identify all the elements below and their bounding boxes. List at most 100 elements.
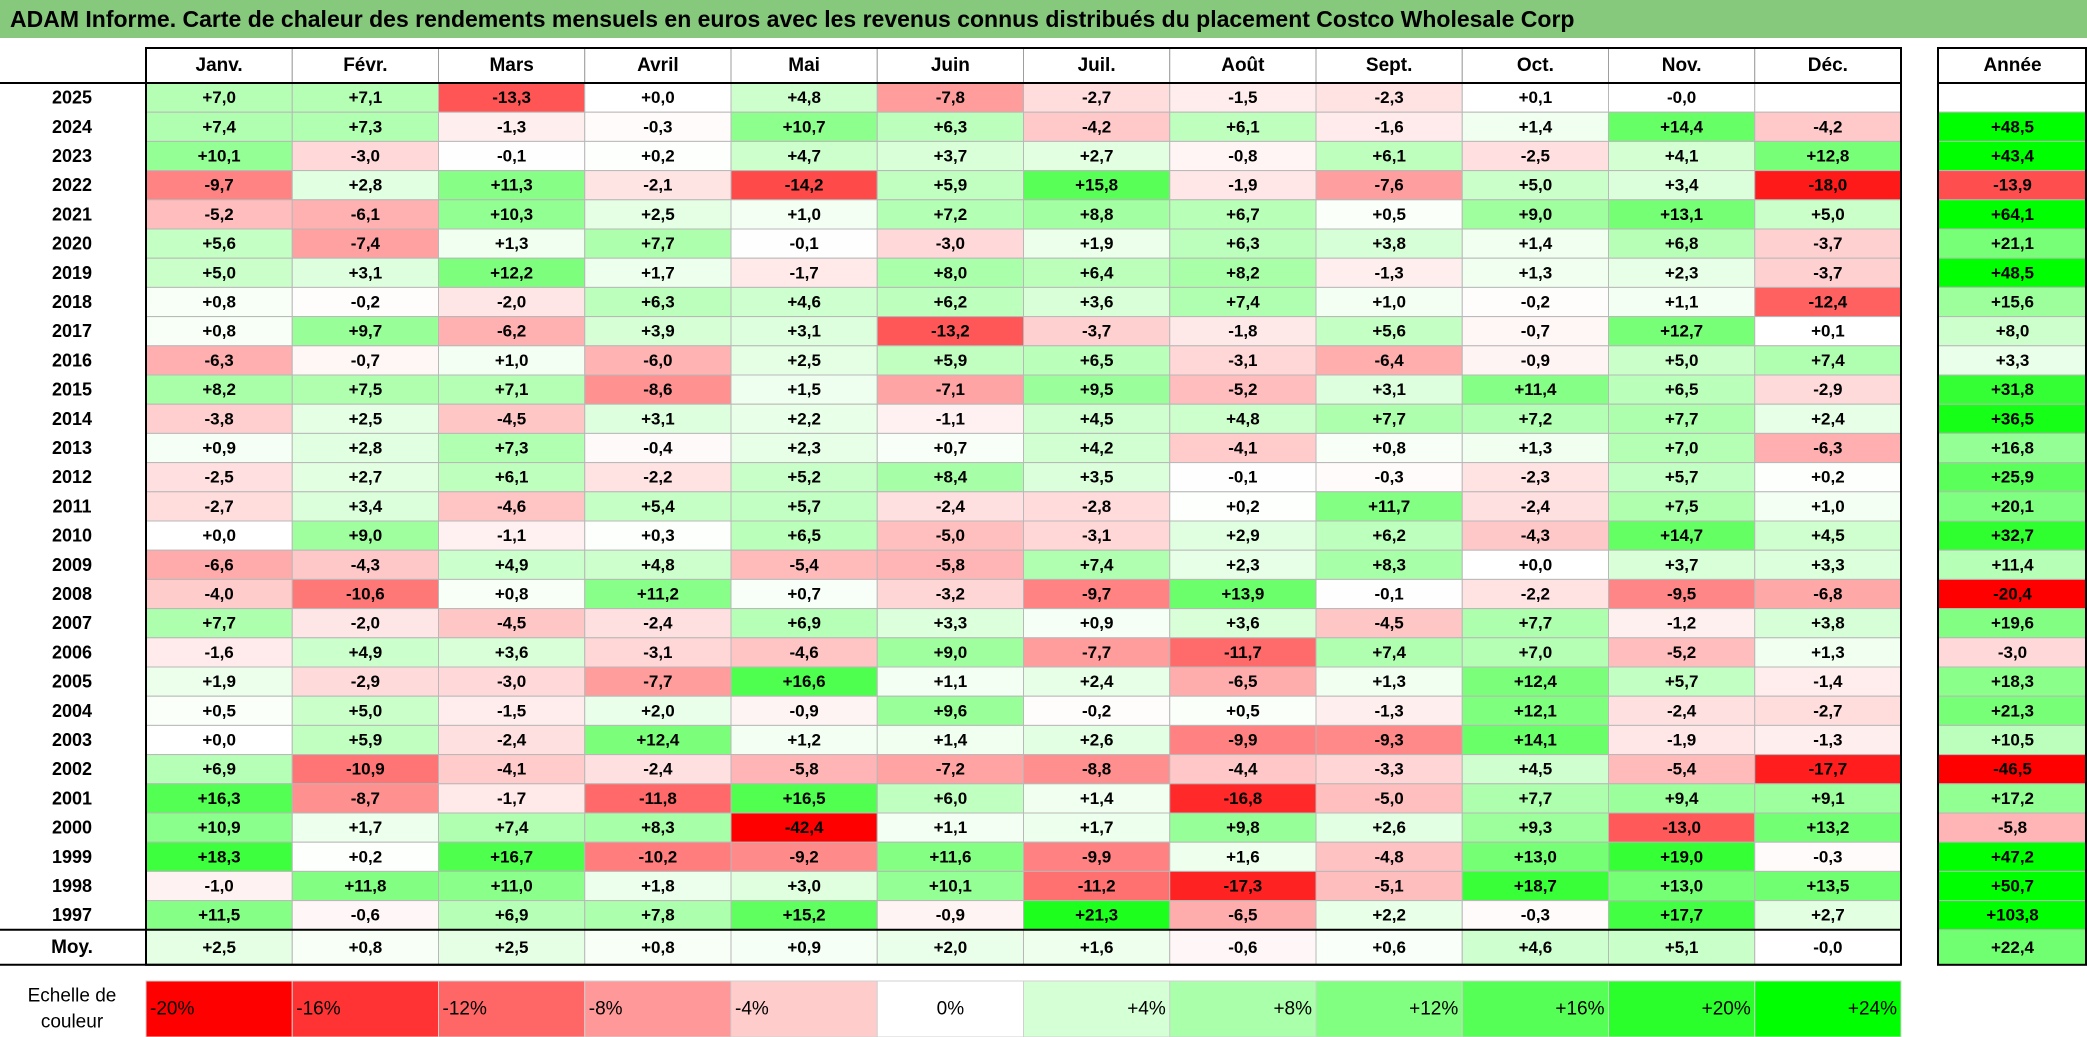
heatmap-cell bbox=[584, 666, 732, 697]
heatmap-cell-value: +4,8 bbox=[641, 555, 675, 574]
heatmap-cell-value: -0,1 bbox=[1374, 585, 1403, 604]
heatmap-cell bbox=[730, 286, 878, 318]
heatmap-cell bbox=[1023, 695, 1171, 726]
heatmap-cell bbox=[584, 374, 732, 405]
heatmap-cell bbox=[291, 578, 439, 610]
heatmap-cell bbox=[1461, 812, 1609, 843]
heatmap-cell-value: +1,8 bbox=[641, 877, 675, 896]
heatmap-cell-value: +4,5 bbox=[1811, 526, 1845, 545]
year-label: 2007 bbox=[52, 613, 92, 633]
annual-cell-value: +47,2 bbox=[1991, 847, 2034, 866]
annual-cell bbox=[1937, 286, 2087, 318]
heatmap-cell bbox=[584, 82, 732, 113]
heatmap-cell-value: -3,0 bbox=[497, 672, 526, 691]
heatmap-cell-value: -2,9 bbox=[351, 672, 380, 691]
heatmap-cell-value: +7,8 bbox=[641, 906, 675, 925]
heatmap-cell bbox=[1461, 462, 1609, 493]
heatmap-cell-value: -10,9 bbox=[346, 760, 385, 779]
heatmap-cell bbox=[145, 754, 293, 785]
heatmap-cell-value: +11,7 bbox=[1368, 497, 1410, 516]
heatmap-cell bbox=[1023, 199, 1171, 230]
heatmap-cell bbox=[584, 403, 732, 434]
heatmap-cell bbox=[1754, 724, 1902, 756]
heatmap-cell-value: -3,7 bbox=[1813, 234, 1842, 253]
heatmap-cell bbox=[584, 462, 732, 493]
heatmap-cell-value: +11,6 bbox=[929, 847, 971, 866]
heatmap-cell bbox=[1023, 228, 1171, 259]
heatmap-cell-value: -2,0 bbox=[351, 614, 380, 633]
scale-swatch bbox=[584, 980, 732, 1037]
scale-swatch bbox=[1023, 980, 1171, 1037]
heatmap-cell-value: +5,0 bbox=[1665, 351, 1699, 370]
heatmap-cell bbox=[1754, 257, 1902, 288]
year-label: 2003 bbox=[52, 730, 92, 750]
heatmap-cell-value: -2,4 bbox=[1667, 701, 1697, 720]
heatmap-cell bbox=[291, 199, 439, 230]
heatmap-cell bbox=[438, 374, 586, 405]
heatmap-cell-value: +19,0 bbox=[1660, 847, 1703, 866]
heatmap-cell bbox=[876, 754, 1024, 785]
heatmap-cell-value: +6,5 bbox=[1665, 380, 1699, 399]
heatmap-cell-value: +3,8 bbox=[1811, 614, 1845, 633]
heatmap-cell-value: +0,2 bbox=[641, 147, 675, 166]
heatmap-cell bbox=[145, 783, 293, 814]
heatmap-cell bbox=[584, 608, 732, 639]
heatmap-cell-value: +4,9 bbox=[495, 555, 529, 574]
year-label: 1999 bbox=[52, 847, 92, 867]
heatmap-cell-value: +6,8 bbox=[1665, 234, 1699, 253]
heatmap-cell-value: +5,7 bbox=[787, 497, 821, 516]
heatmap-cell bbox=[291, 812, 439, 843]
heatmap-cell-value: +2,4 bbox=[1811, 409, 1845, 428]
heatmap-cell bbox=[1461, 754, 1609, 785]
heatmap-cell-value: +0,9 bbox=[202, 439, 236, 458]
heatmap-cell bbox=[584, 491, 732, 522]
heatmap-cell bbox=[145, 462, 293, 493]
heatmap-cell-value: -2,2 bbox=[1521, 585, 1550, 604]
heatmap-cell-value: +7,7 bbox=[1372, 409, 1406, 428]
heatmap-cell bbox=[1608, 578, 1756, 610]
heatmap-cell-value: -0,2 bbox=[351, 293, 380, 312]
heatmap-cell-value: -2,9 bbox=[1813, 380, 1842, 399]
heatmap-cell-value: -7,7 bbox=[1082, 643, 1111, 662]
heatmap-cell bbox=[730, 228, 878, 259]
heatmap-cell-value: +6,3 bbox=[934, 117, 968, 136]
heatmap-cell-value: +2,3 bbox=[1665, 263, 1699, 282]
chart-title: ADAM Informe. Carte de chaleur des rende… bbox=[0, 0, 2087, 38]
heatmap-cell-value: +2,8 bbox=[349, 176, 383, 195]
annual-cell-value: +17,2 bbox=[1991, 789, 2034, 808]
heatmap-cell-value: -4,2 bbox=[1082, 117, 1111, 136]
heatmap-cell bbox=[1315, 374, 1463, 405]
heatmap-cell-value: +1,0 bbox=[1372, 293, 1406, 312]
annual-cell-value: +50,7 bbox=[1991, 877, 2034, 896]
heatmap-cell-value: +3,1 bbox=[641, 409, 675, 428]
heatmap-cell bbox=[1754, 578, 1902, 610]
average-cell-value: +1,6 bbox=[1080, 938, 1114, 957]
scale-label: -4% bbox=[735, 999, 769, 1020]
heatmap-cell-value: -9,9 bbox=[1082, 847, 1111, 866]
heatmap-cell-value: -4,0 bbox=[204, 585, 233, 604]
year-label: 2012 bbox=[52, 467, 92, 487]
heatmap-cell bbox=[291, 316, 439, 347]
annual-cell bbox=[1937, 199, 2087, 230]
heatmap-cell bbox=[1023, 111, 1171, 142]
scale-label: +16% bbox=[1555, 999, 1604, 1020]
heatmap-cell-value: -2,5 bbox=[204, 468, 233, 487]
annual-cell-value: -46,5 bbox=[1993, 760, 2032, 779]
heatmap-cell-value: -2,8 bbox=[1082, 497, 1111, 516]
heatmap-cell bbox=[1023, 608, 1171, 639]
heatmap-cell-value: +3,4 bbox=[349, 497, 383, 516]
heatmap-cell-value: +8,3 bbox=[1372, 555, 1406, 574]
month-header-cell bbox=[1023, 47, 1171, 84]
heatmap-cell bbox=[1608, 199, 1756, 230]
annual-cell-value: +21,1 bbox=[1991, 234, 2034, 253]
month-header-cell bbox=[1754, 47, 1902, 84]
heatmap-cell-value: +13,0 bbox=[1660, 877, 1703, 896]
heatmap-cell-value: +6,5 bbox=[787, 526, 821, 545]
heatmap-cell-value: +1,0 bbox=[495, 351, 529, 370]
heatmap-cell-value: +13,1 bbox=[1660, 205, 1703, 224]
heatmap-cell-value: -1,7 bbox=[789, 263, 818, 282]
month-header-label: Févr. bbox=[343, 55, 387, 76]
heatmap-cell-value: +1,0 bbox=[1811, 497, 1845, 516]
heatmap-cell-value: -7,2 bbox=[936, 760, 965, 779]
heatmap-cell-value: +7,4 bbox=[1226, 293, 1260, 312]
